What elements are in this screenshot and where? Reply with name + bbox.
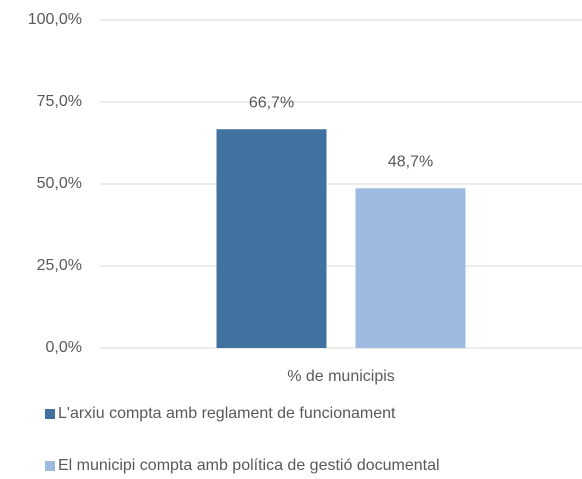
y-tick-label: 100,0% bbox=[28, 11, 82, 28]
data-label: 66,7% bbox=[249, 94, 294, 111]
legend-label: El municipi compta amb política de gesti… bbox=[58, 457, 440, 474]
bar bbox=[355, 188, 466, 348]
y-tick-label: 25,0% bbox=[37, 257, 82, 274]
legend-label: L'arxiu compta amb reglament de funciona… bbox=[58, 405, 396, 422]
legend-swatch bbox=[45, 461, 55, 471]
data-label: 48,7% bbox=[388, 153, 433, 170]
x-tick-label: % de municipis bbox=[287, 368, 395, 385]
legend-swatch bbox=[45, 409, 55, 419]
y-tick-label: 75,0% bbox=[37, 93, 82, 110]
bar bbox=[216, 129, 327, 348]
y-tick-label: 0,0% bbox=[46, 339, 82, 356]
y-tick-label: 50,0% bbox=[37, 175, 82, 192]
